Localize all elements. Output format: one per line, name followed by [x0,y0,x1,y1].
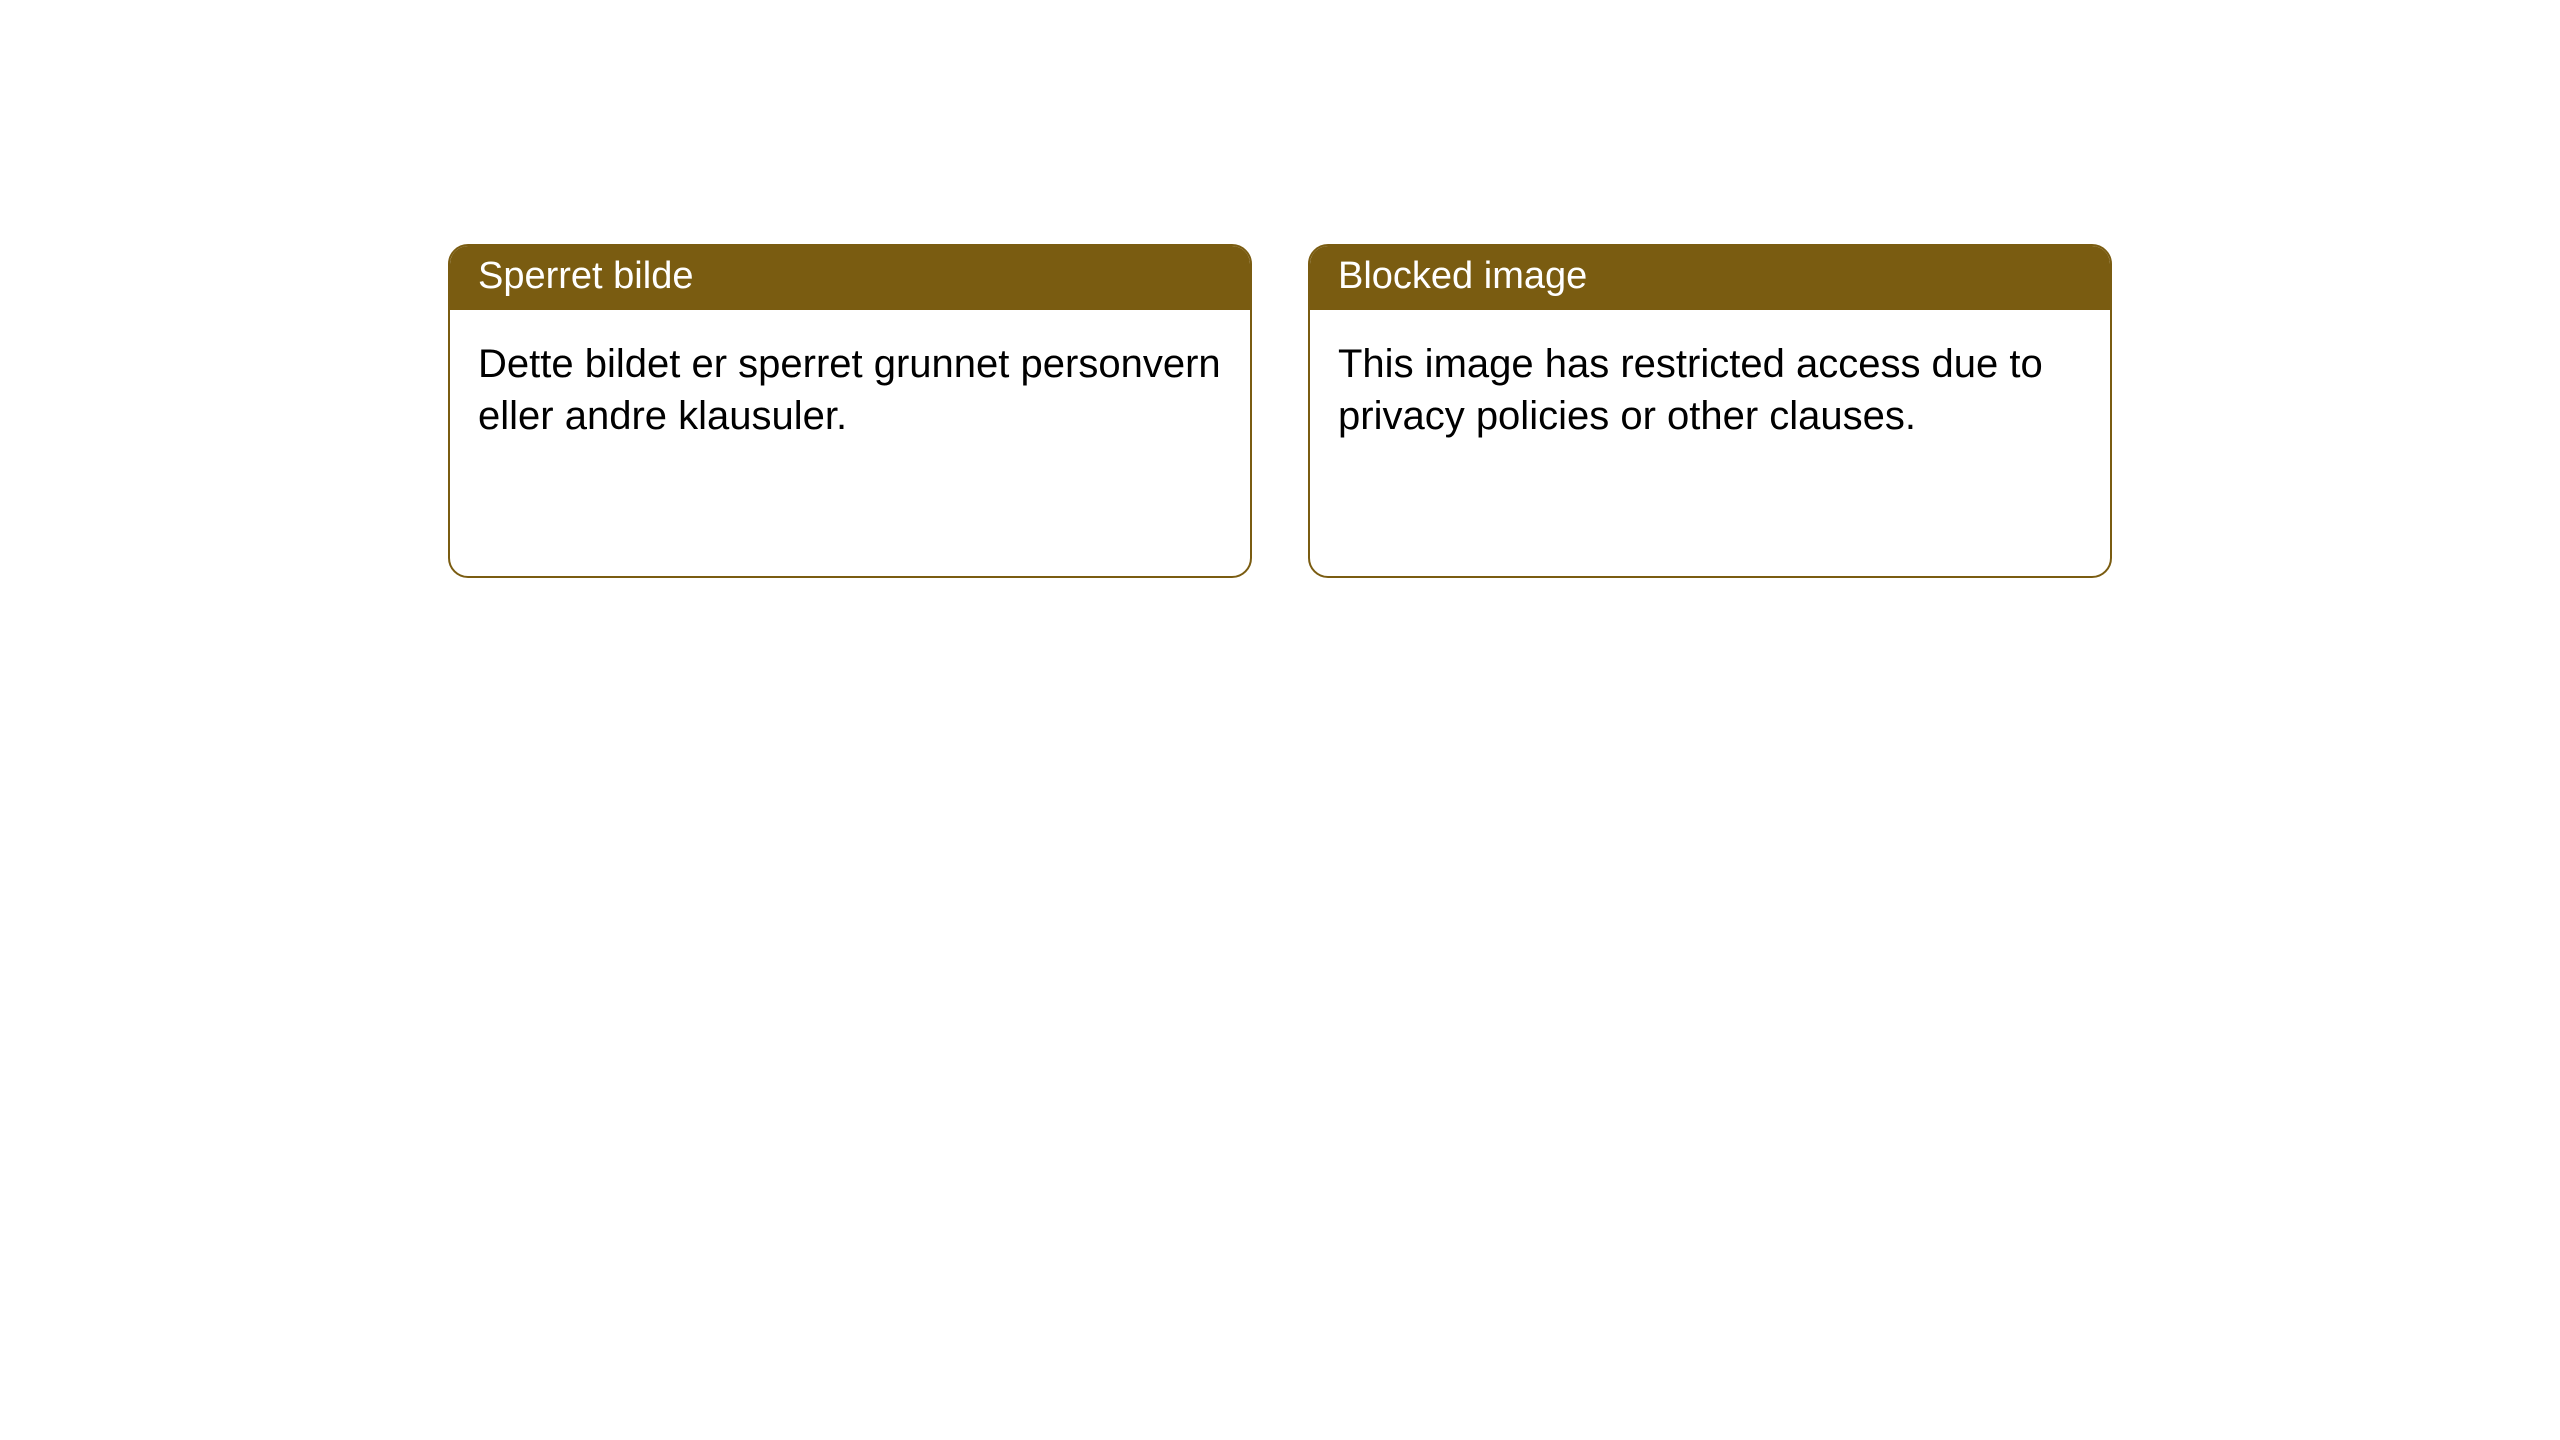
blocked-image-card-no: Sperret bilde Dette bildet er sperret gr… [448,244,1252,578]
card-container: Sperret bilde Dette bildet er sperret gr… [0,0,2560,578]
card-header-no: Sperret bilde [450,246,1250,310]
blocked-image-card-en: Blocked image This image has restricted … [1308,244,2112,578]
card-body-no: Dette bildet er sperret grunnet personve… [450,310,1250,470]
card-body-en: This image has restricted access due to … [1310,310,2110,470]
card-header-en: Blocked image [1310,246,2110,310]
